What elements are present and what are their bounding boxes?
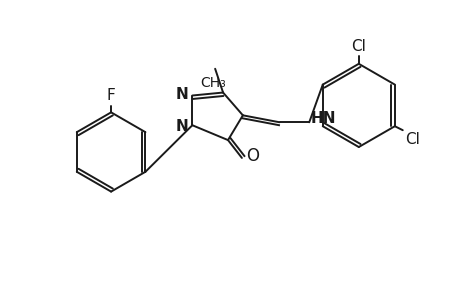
Text: Cl: Cl bbox=[351, 39, 365, 54]
Text: CH₃: CH₃ bbox=[200, 76, 225, 90]
Text: N: N bbox=[175, 87, 188, 102]
Text: Cl: Cl bbox=[404, 132, 419, 147]
Text: O: O bbox=[245, 147, 258, 165]
Text: N: N bbox=[175, 119, 188, 134]
Text: F: F bbox=[106, 88, 115, 104]
Text: HN: HN bbox=[309, 111, 335, 126]
